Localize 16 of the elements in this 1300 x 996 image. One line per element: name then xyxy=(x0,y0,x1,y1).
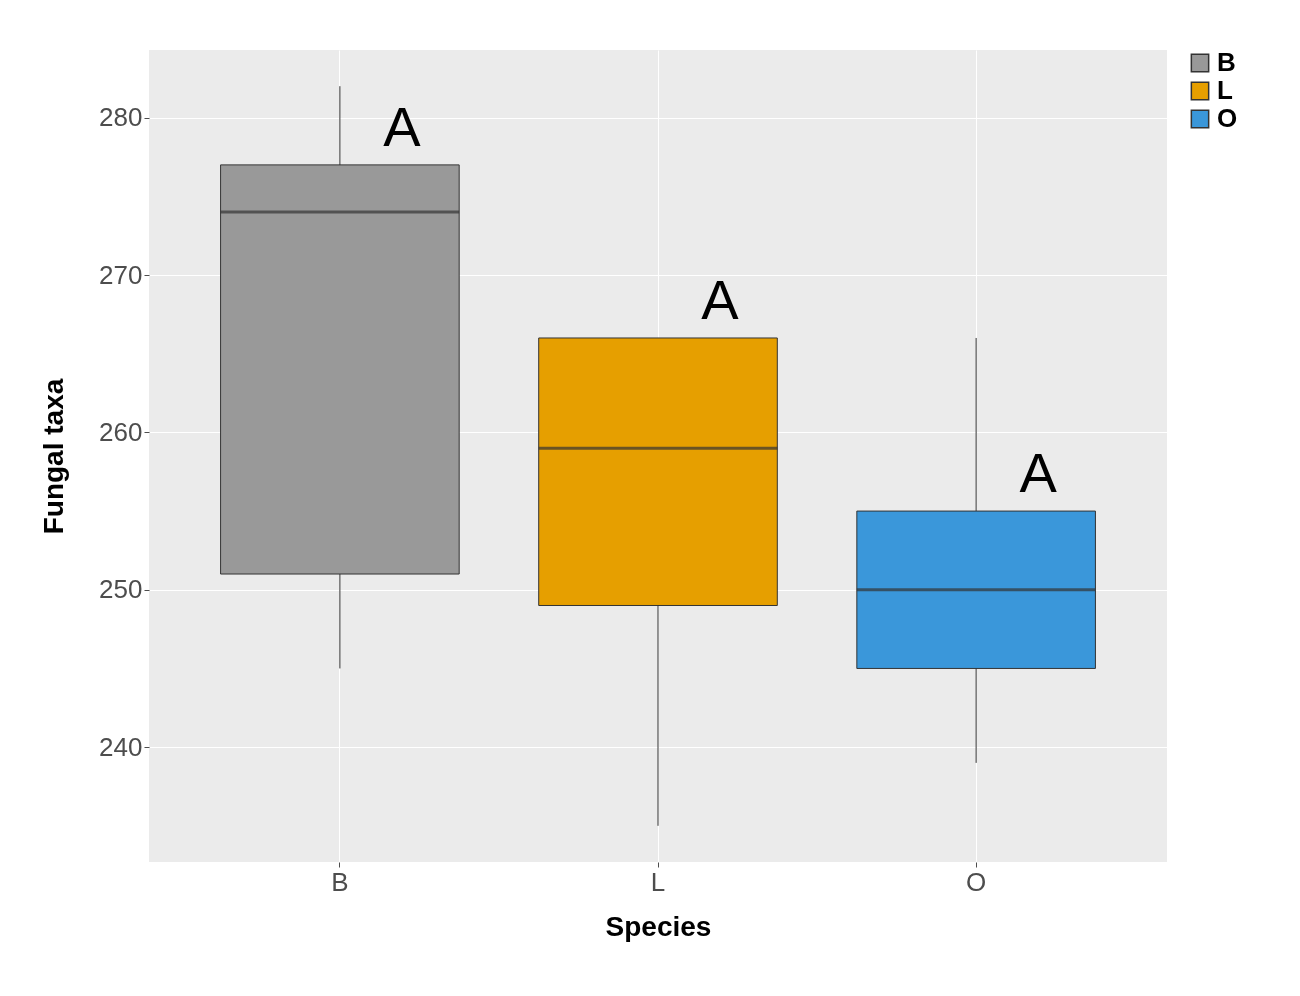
y-tick-label: 260 xyxy=(99,416,143,447)
y-tick-label: 270 xyxy=(99,259,143,290)
x-axis-title: Species xyxy=(605,910,712,942)
annotation: A xyxy=(701,267,740,331)
annotation: A xyxy=(1019,441,1058,505)
x-tick-label: L xyxy=(650,866,666,897)
y-axis-title: Fungal taxa xyxy=(38,378,70,535)
annotation: A xyxy=(383,94,422,158)
y-tick-label: 240 xyxy=(99,731,143,762)
x-tick-label: B xyxy=(331,866,349,897)
y-tick-label: 250 xyxy=(99,574,143,605)
legend-label: O xyxy=(1217,103,1238,133)
x-tick-label: O xyxy=(966,866,987,897)
y-tick-label: 280 xyxy=(99,102,143,133)
legend-label: B xyxy=(1217,47,1236,77)
legend-label: L xyxy=(1217,75,1233,105)
